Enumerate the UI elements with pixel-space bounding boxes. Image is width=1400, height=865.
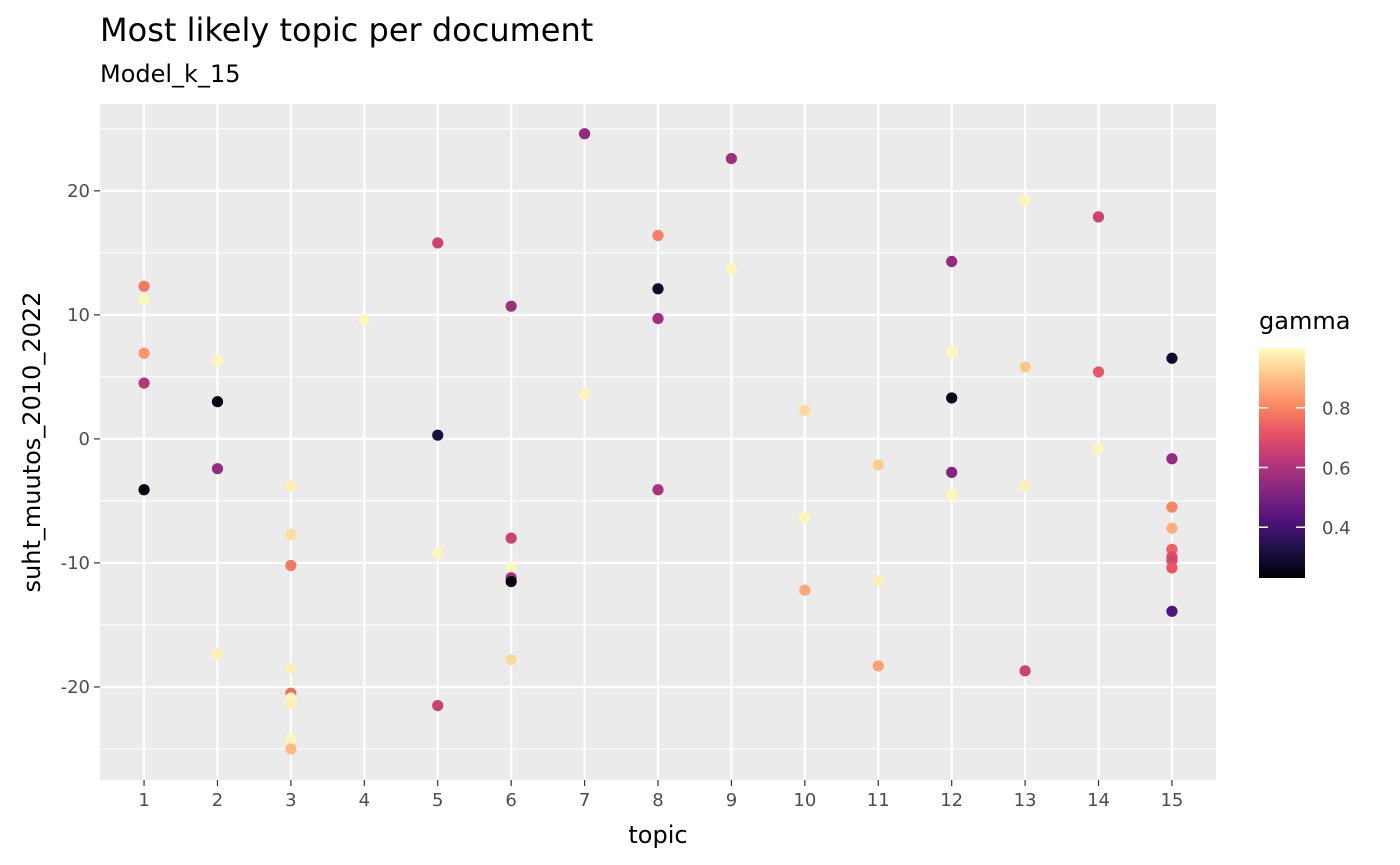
data-point xyxy=(1019,361,1031,373)
x-tick-label: 8 xyxy=(652,790,663,811)
data-point xyxy=(1092,211,1105,223)
chart-title: Most likely topic per document xyxy=(100,11,593,49)
data-point xyxy=(946,466,958,478)
data-point xyxy=(505,562,517,574)
data-point xyxy=(578,388,591,400)
data-point xyxy=(872,459,884,471)
x-tick-label: 2 xyxy=(212,790,223,811)
data-point xyxy=(872,574,884,586)
y-axis-ticks: -20 -10 0 10 20 xyxy=(61,181,100,698)
data-point xyxy=(1166,562,1178,574)
data-point xyxy=(1092,366,1105,378)
data-point xyxy=(1019,480,1031,492)
x-tick-label: 9 xyxy=(726,790,737,811)
data-point xyxy=(432,237,444,249)
data-point xyxy=(652,229,664,242)
data-point xyxy=(578,128,591,140)
data-point xyxy=(1166,522,1178,534)
data-point xyxy=(652,312,664,325)
x-tick-label: 11 xyxy=(867,790,890,811)
data-point xyxy=(138,347,150,359)
data-point xyxy=(799,584,811,596)
data-point xyxy=(652,484,664,496)
legend-colorbar xyxy=(1259,348,1305,578)
x-tick-label: 13 xyxy=(1014,790,1037,811)
data-point xyxy=(799,511,811,523)
data-point xyxy=(946,489,958,501)
data-point xyxy=(211,355,224,367)
data-point xyxy=(138,377,150,389)
y-axis-title: suht_muutos_2010_2022 xyxy=(18,292,46,593)
x-tick-label: 14 xyxy=(1087,790,1110,811)
data-point xyxy=(1166,453,1178,465)
legend-tick-label: 0.8 xyxy=(1322,399,1351,420)
data-point xyxy=(505,300,517,312)
y-tick-label: 10 xyxy=(67,305,90,326)
x-tick-label: 12 xyxy=(940,790,963,811)
x-axis-title: topic xyxy=(628,821,687,849)
data-point xyxy=(432,429,444,441)
data-point xyxy=(505,575,517,588)
data-point xyxy=(1166,605,1178,617)
data-point xyxy=(505,654,517,666)
x-tick-label: 6 xyxy=(505,790,516,811)
data-point xyxy=(725,152,738,165)
data-point xyxy=(138,484,150,496)
data-point xyxy=(725,263,738,275)
data-point xyxy=(1166,352,1178,364)
data-point xyxy=(432,699,444,712)
gamma-legend: gamma 0.4 0.6 0.8 xyxy=(1259,307,1351,578)
x-axis-ticks: 1 2 3 4 5 6 7 8 9 10 11 12 13 14 15 xyxy=(138,780,1183,811)
data-point xyxy=(652,283,664,295)
data-point xyxy=(1166,501,1178,513)
x-tick-label: 10 xyxy=(793,790,816,811)
y-tick-label: -10 xyxy=(61,553,90,574)
x-tick-label: 7 xyxy=(579,790,590,811)
data-point xyxy=(505,532,517,544)
data-point xyxy=(285,559,297,572)
data-point xyxy=(285,743,297,755)
data-point xyxy=(1092,443,1105,455)
data-point xyxy=(946,255,958,268)
legend-tick-label: 0.6 xyxy=(1322,458,1351,479)
data-point xyxy=(358,314,370,326)
y-tick-label: 20 xyxy=(67,181,90,202)
y-tick-label: -20 xyxy=(61,677,90,698)
data-points xyxy=(138,128,1178,755)
legend-tick-label: 0.4 xyxy=(1322,518,1351,539)
data-point xyxy=(432,547,444,559)
data-point xyxy=(872,660,884,672)
y-tick-label: 0 xyxy=(79,429,90,450)
x-tick-label: 4 xyxy=(359,790,370,811)
data-point xyxy=(285,697,297,709)
x-tick-label: 15 xyxy=(1160,790,1183,811)
x-tick-label: 5 xyxy=(432,790,443,811)
data-point xyxy=(285,733,297,745)
data-point xyxy=(211,647,224,660)
data-point xyxy=(211,396,224,408)
data-point xyxy=(799,404,811,416)
legend-title: gamma xyxy=(1259,307,1350,335)
data-point xyxy=(946,392,958,404)
data-point xyxy=(1019,195,1031,207)
x-tick-label: 3 xyxy=(285,790,296,811)
data-point xyxy=(1019,665,1031,677)
x-tick-label: 1 xyxy=(138,790,149,811)
data-point xyxy=(285,528,297,541)
data-point xyxy=(285,662,297,674)
data-point xyxy=(138,294,150,306)
data-point xyxy=(211,463,224,475)
data-point xyxy=(946,346,958,358)
data-point xyxy=(138,280,150,292)
chart-subtitle: Model_k_15 xyxy=(100,60,241,88)
data-point xyxy=(285,480,297,492)
legend-ticks: 0.4 0.6 0.8 xyxy=(1259,399,1351,539)
